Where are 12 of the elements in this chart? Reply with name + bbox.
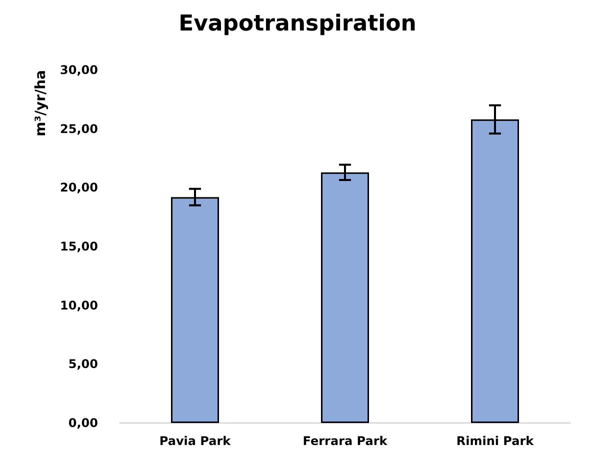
y-tick-label: 0,00	[68, 416, 98, 430]
x-tick-label: Pavia Park	[159, 434, 232, 448]
x-tick-label: Rimini Park	[456, 434, 535, 448]
chart-title: Evapotranspiration	[178, 12, 416, 36]
y-tick-label: 5,00	[68, 357, 98, 372]
y-tick-label: 20,00	[60, 180, 98, 195]
y-tick-label: 30,00	[60, 63, 98, 77]
x-tick-label: Ferrara Park	[302, 434, 388, 448]
y-tick-label: 25,00	[60, 122, 98, 136]
y-tick-label: 15,00	[60, 240, 98, 254]
y-axis-title: m³/yr/ha	[33, 70, 49, 136]
y-tick-label: 10,00	[60, 298, 98, 312]
